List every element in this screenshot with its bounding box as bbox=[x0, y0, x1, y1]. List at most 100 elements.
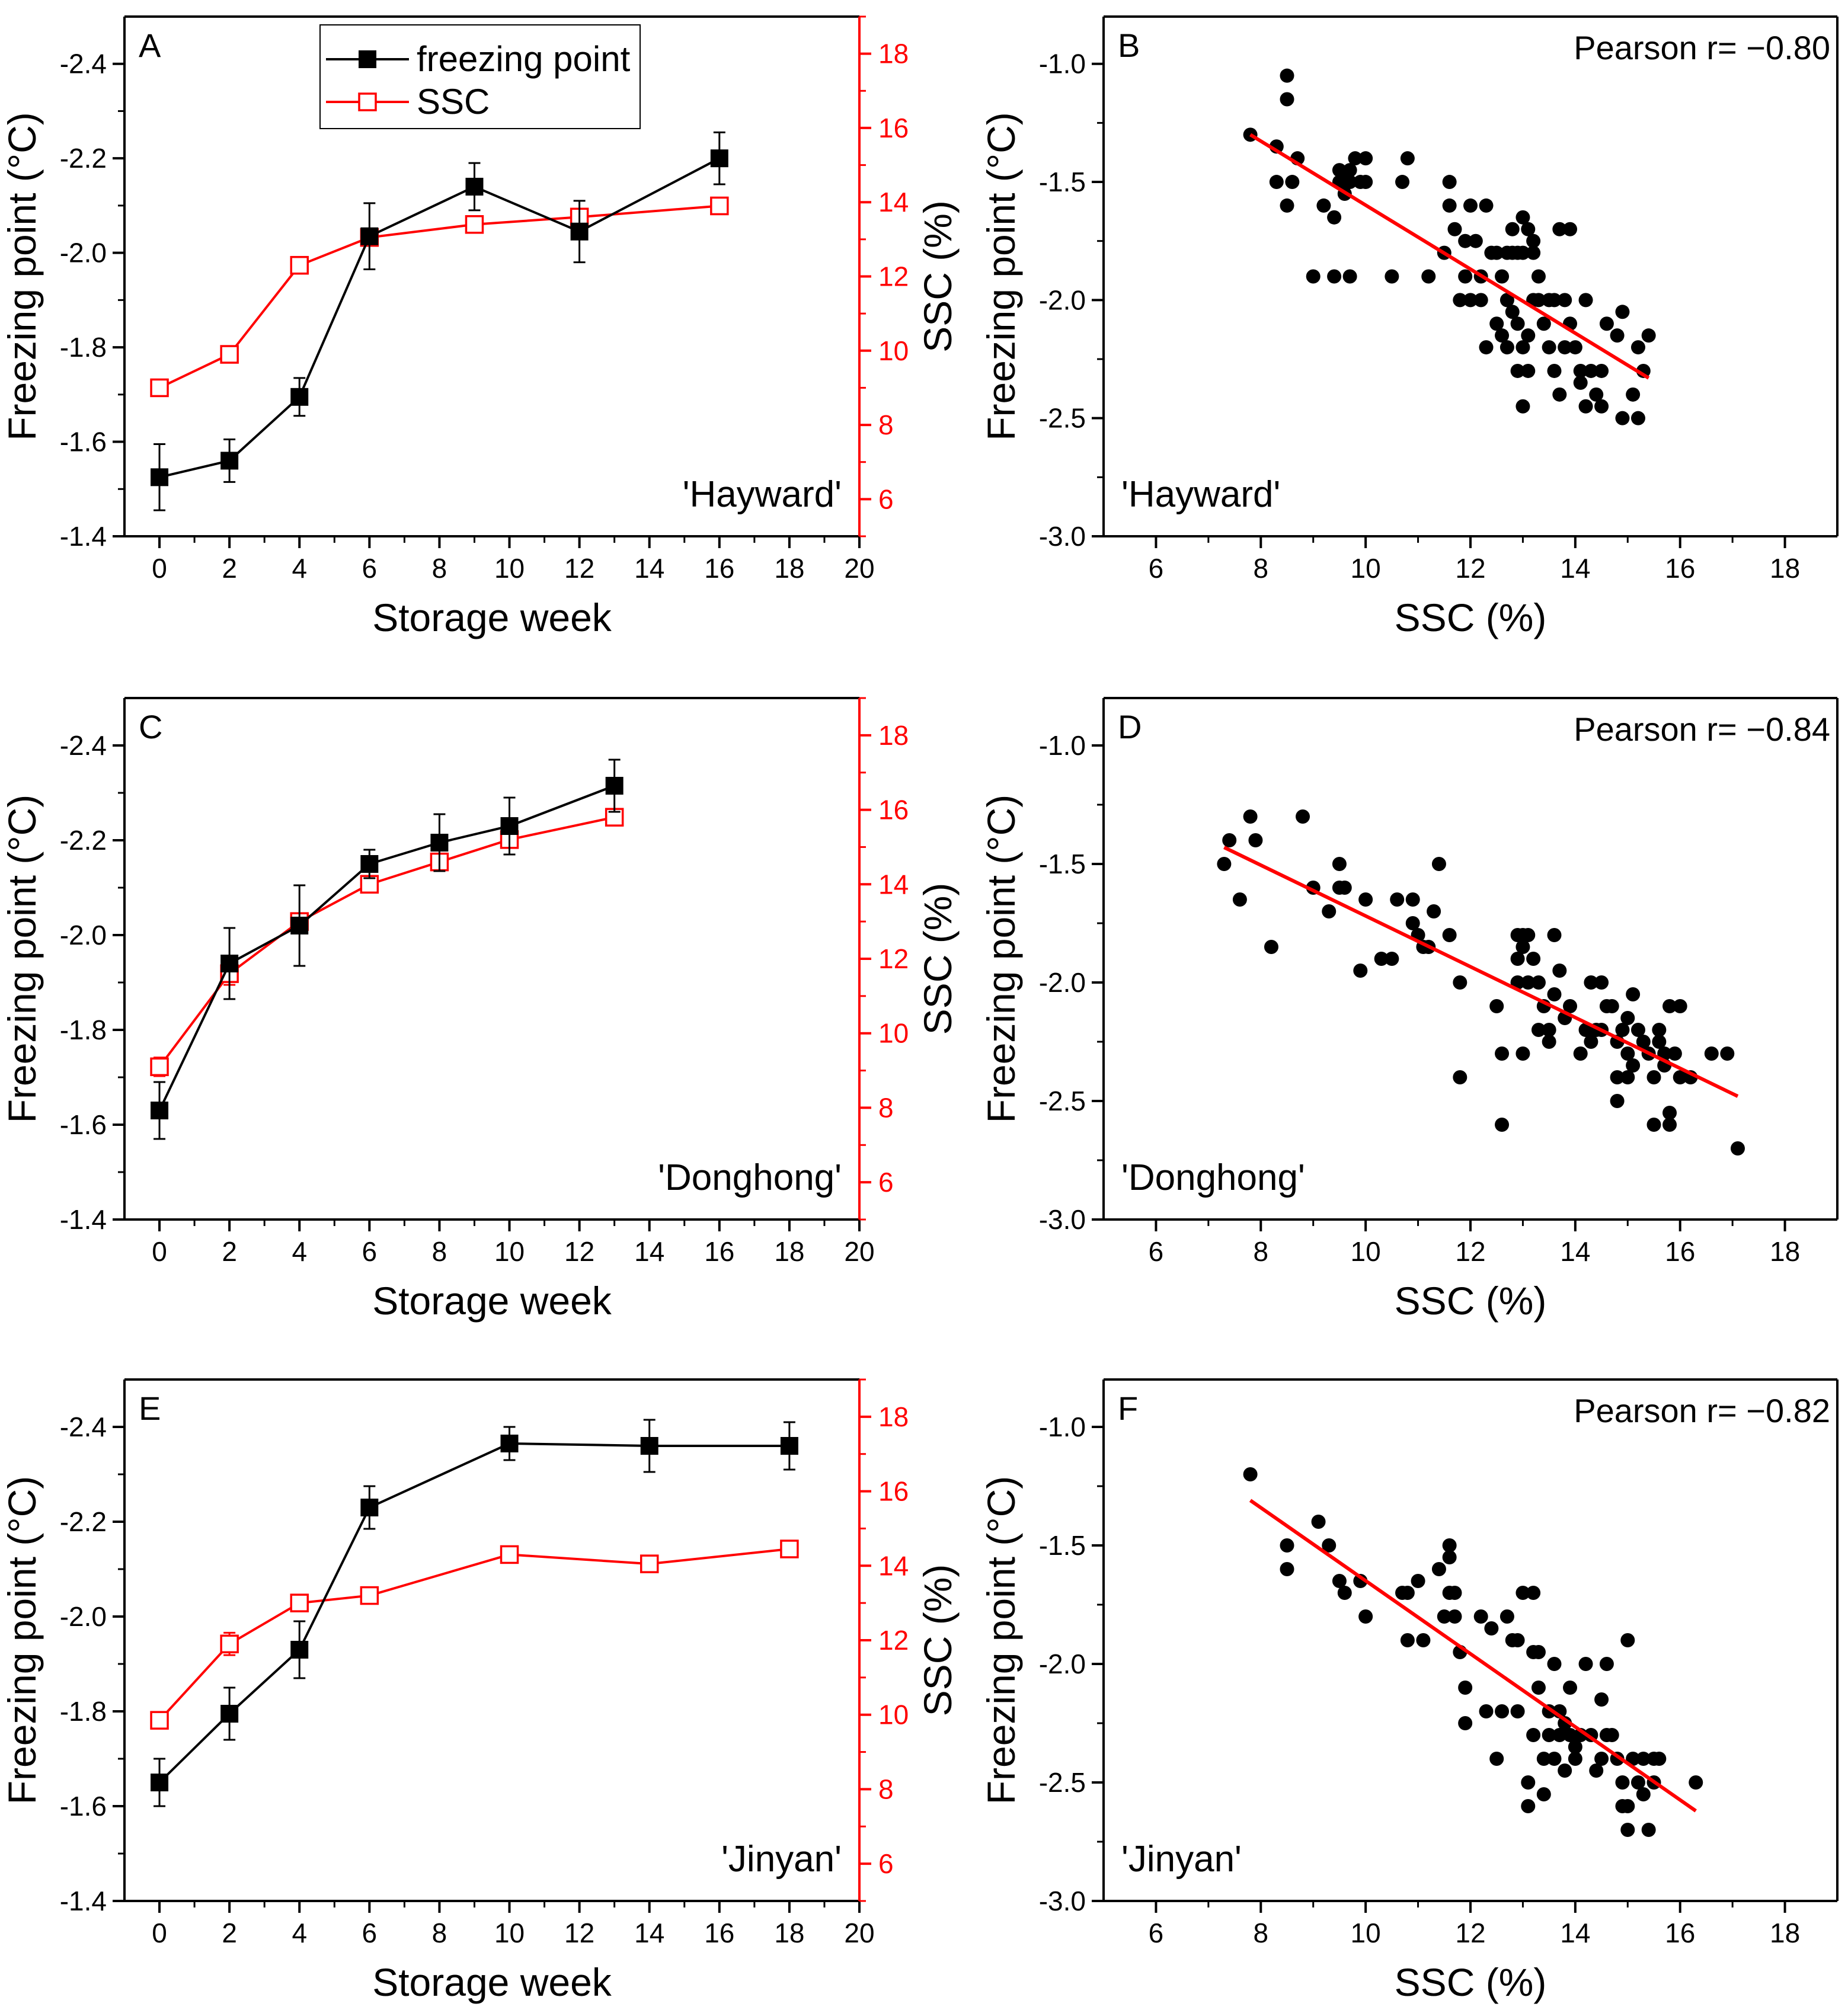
panel-e-y2-tick-label: 16 bbox=[878, 1476, 909, 1507]
panel-f-scatter-point bbox=[1458, 1716, 1473, 1730]
panel-c-y2-tick-label: 12 bbox=[878, 943, 909, 974]
panel-b-scatter-point bbox=[1526, 233, 1541, 248]
panel-f-scatter-point bbox=[1337, 1586, 1352, 1600]
panel-f-scatter-point bbox=[1447, 1609, 1462, 1624]
panel-b-x-tick-label: 18 bbox=[1770, 553, 1800, 584]
panel-c-y2-tick-label: 16 bbox=[878, 795, 909, 825]
panel-c-y-tick-label: -2.2 bbox=[60, 825, 107, 856]
panel-f-scatter-point bbox=[1437, 1609, 1451, 1624]
panel-f-x-axis-label: SSC (%) bbox=[1395, 1960, 1547, 2004]
panel-b-y-tick-label: -2.0 bbox=[1039, 284, 1086, 315]
panel-d-scatter-point bbox=[1594, 975, 1609, 990]
panel-a-y2-tick-label: 16 bbox=[878, 113, 909, 143]
panel-a-ssc-marker bbox=[465, 215, 484, 234]
panel-a-x-tick-label: 18 bbox=[774, 553, 804, 584]
panel-f-scatter-point bbox=[1568, 1752, 1582, 1766]
panel-d-scatter-point bbox=[1646, 1118, 1661, 1132]
panel-b-scatter-point bbox=[1594, 399, 1609, 414]
panel-e-line-chart: -1.4 -1.6 -1.8 -2.0 -2.2 -2.4 Freezing point (… bbox=[0, 1378, 960, 2004]
panel-d-scatter-point bbox=[1431, 857, 1446, 871]
panel-a-x-tick-label: 10 bbox=[494, 553, 525, 584]
panel-c-x-tick-label: 6 bbox=[362, 1236, 378, 1267]
panel-f-scatter-point bbox=[1620, 1823, 1635, 1837]
panel-f-scatter-point bbox=[1578, 1657, 1593, 1671]
panel-d-scatter-point bbox=[1542, 1023, 1556, 1037]
panel-e-fp-marker bbox=[220, 1705, 239, 1723]
panel-d-scatter-point bbox=[1516, 1046, 1530, 1061]
panel-b-scatter-point bbox=[1516, 245, 1530, 260]
panel-b-scatter-point bbox=[1306, 269, 1321, 284]
panel-c-fp-marker bbox=[290, 917, 309, 934]
panel-d-y-tick-label: -1.0 bbox=[1039, 730, 1086, 761]
panel-f-scatter-point bbox=[1499, 1609, 1514, 1624]
panel-b-scatter-point bbox=[1400, 151, 1415, 166]
panel-d-scatter-point bbox=[1232, 892, 1247, 907]
panel-f-scatter-point bbox=[1641, 1823, 1656, 1837]
panel-d-x-axis-label: SSC (%) bbox=[1395, 1279, 1547, 1323]
panel-e-x-tick-label: 12 bbox=[564, 1918, 594, 1948]
panel-a-x-tick-label: 6 bbox=[362, 553, 378, 584]
panel-b-scatter-point bbox=[1332, 163, 1347, 178]
panel-f-scatter-point bbox=[1489, 1752, 1504, 1766]
panel-a-y-tick-label: -2.0 bbox=[60, 238, 107, 268]
panel-d-scatter-point bbox=[1626, 1058, 1641, 1073]
panel-d-scatter-point bbox=[1620, 1070, 1635, 1084]
panel-a-x-tick-label: 16 bbox=[704, 553, 734, 584]
panel-c-fp-marker bbox=[500, 817, 519, 835]
panel-f-scatter-point bbox=[1536, 1787, 1551, 1801]
legend-fp-label: freezing point bbox=[417, 39, 631, 79]
panel-f-scatter-point bbox=[1484, 1621, 1499, 1635]
panel-b-scatter-point bbox=[1547, 363, 1562, 378]
panel-e-x-tick-label: 14 bbox=[634, 1918, 664, 1948]
panel-c-x-tick-label: 14 bbox=[634, 1236, 664, 1267]
panel-c-fp-marker bbox=[360, 855, 379, 873]
panel-d-scatter-point bbox=[1531, 975, 1546, 990]
panel-f-scatter-point bbox=[1589, 1763, 1604, 1778]
panel-c-x-tick-label: 10 bbox=[494, 1236, 525, 1267]
panel-f-scatter-point bbox=[1411, 1574, 1425, 1588]
panel-b-x-tick-label: 8 bbox=[1253, 553, 1268, 584]
panel-b-scatter-point bbox=[1280, 198, 1294, 213]
panel-d-y-tick-label: -3.0 bbox=[1039, 1204, 1086, 1235]
panel-c-line-chart: -1.4 -1.6 -1.8 -2.0 -2.2 -2.4 Freezing point (… bbox=[0, 697, 960, 1323]
panel-d-scatter-point bbox=[1521, 928, 1536, 942]
panel-d-y-tick-label: -2.5 bbox=[1039, 1086, 1086, 1116]
panel-d-scatter-point bbox=[1652, 1035, 1667, 1049]
panel-a-fp-marker bbox=[710, 149, 728, 168]
panel-f-scatter-point bbox=[1458, 1681, 1473, 1695]
panel-f-scatter-point bbox=[1332, 1574, 1347, 1588]
panel-a-fp-marker bbox=[290, 388, 309, 406]
panel-b-scatter-point bbox=[1615, 305, 1630, 319]
panel-c-x-tick-label: 20 bbox=[844, 1236, 874, 1267]
panel-b-letter: B bbox=[1118, 27, 1140, 64]
panel-d-scatter-point bbox=[1353, 964, 1368, 978]
panel-f-x-tick-label: 12 bbox=[1455, 1918, 1485, 1948]
panel-c-y2-tick-label: 18 bbox=[878, 720, 909, 751]
panel-d-scatter-point bbox=[1646, 1070, 1661, 1084]
panel-e-x-tick-label: 16 bbox=[704, 1918, 734, 1948]
panel-f-scatter-point bbox=[1442, 1538, 1457, 1553]
panel-d-scatter-point bbox=[1385, 952, 1399, 966]
panel-b-scatter-point bbox=[1385, 269, 1399, 284]
legend-box bbox=[319, 24, 641, 129]
panel-e-ssc-marker bbox=[780, 1539, 799, 1558]
legend-fp-marker bbox=[359, 50, 376, 68]
panel-d-scatter-point bbox=[1495, 1046, 1510, 1061]
panel-b-pearson-annotation: Pearson r= −0.80 bbox=[1574, 29, 1830, 66]
panel-c-x-tick-label: 0 bbox=[152, 1236, 167, 1267]
panel-d-x-tick-label: 14 bbox=[1560, 1236, 1590, 1267]
panel-e-x-tick-label: 10 bbox=[494, 1918, 525, 1948]
panel-a-y-tick-label: -1.8 bbox=[60, 332, 107, 363]
panel-a-ssc-marker bbox=[150, 378, 169, 398]
panel-e-x-tick-label: 4 bbox=[292, 1918, 307, 1948]
panel-a-y-tick-label: -1.6 bbox=[60, 427, 107, 457]
panel-b-scatter-point bbox=[1442, 175, 1457, 190]
panel-b-scatter-point bbox=[1589, 387, 1604, 402]
panel-f-scatter-point bbox=[1358, 1609, 1373, 1624]
panel-e-ssc-marker bbox=[150, 1711, 169, 1730]
panel-e-ssc-line bbox=[158, 1548, 790, 1721]
panel-b-cultivar-label: 'Hayward' bbox=[1121, 474, 1280, 515]
panel-f-y-tick-label: -1.5 bbox=[1039, 1530, 1086, 1561]
panel-f-scatter-point bbox=[1594, 1692, 1609, 1707]
panel-b-y-tick-label: -1.0 bbox=[1039, 49, 1086, 79]
